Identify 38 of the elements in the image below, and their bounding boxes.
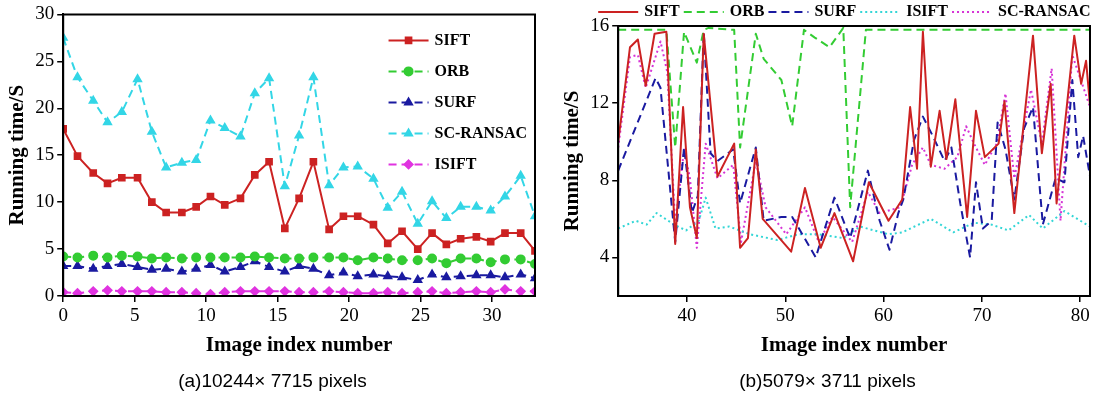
y-tick-label: 16 [589,13,609,35]
y-tick-label: 15 [34,143,54,165]
x-tick-label: 70 [971,304,991,326]
legend-label: SURF [434,92,477,110]
y-tick-label: 10 [34,190,54,212]
x-tick-label: 15 [267,304,287,326]
text: (b)5079× 3711 pixels [739,370,916,392]
y-axis-title: Running time/S [3,84,28,226]
legend-label: SIFT [643,2,680,20]
legend-label: SIFT [434,30,470,48]
x-tick-label: 10 [196,304,216,326]
y-tick-label: 8 [599,168,609,190]
legend-label: ISIFT [434,154,477,172]
y-axis-title: Running time/S [558,90,583,232]
legend-label: ISIFT [905,2,948,20]
text: (a)10244× 7715 pixels [178,370,367,392]
x-tick-label: 50 [775,304,795,326]
y-tick-label: 12 [589,91,609,113]
x-axis-title: Image index number [760,331,947,356]
legend-label: SURF [813,2,856,20]
y-tick-label: 5 [44,237,54,259]
x-tick-label: 60 [873,304,893,326]
legend-label: SC-RANSAC [997,2,1090,20]
y-tick-label: 0 [44,283,54,305]
legend-label: SC-RANSAC [434,123,527,141]
x-tick-label: 80 [1070,304,1090,326]
y-tick-label: 20 [34,96,54,118]
x-tick-label: 20 [339,304,359,326]
y-tick-label: 4 [599,245,610,267]
x-axis-title: Image index number [205,331,392,356]
x-tick-label: 40 [677,304,696,326]
legend-label: ORB [434,61,470,79]
y-tick-label: 30 [34,2,54,24]
x-tick-label: 25 [410,304,430,326]
legend-label: ORB [729,2,765,20]
y-tick-label: 25 [34,49,54,71]
x-tick-label: 30 [482,304,502,326]
x-tick-label: 5 [129,304,139,326]
